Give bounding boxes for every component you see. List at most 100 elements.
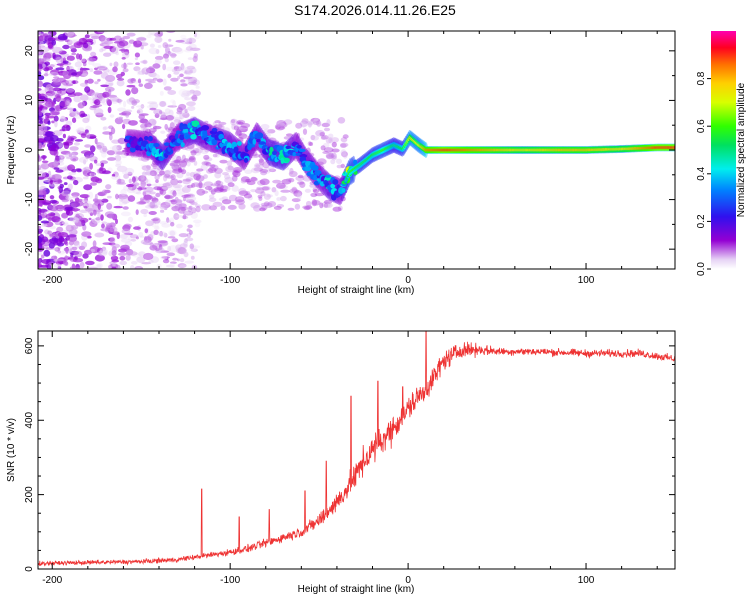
- spectrogram-ytick-label: -20: [24, 242, 35, 257]
- spectrogram-ridge-blob: [147, 135, 153, 142]
- spectrogram-haze-blob: [205, 162, 212, 167]
- spectrogram-haze-blob: [291, 198, 301, 203]
- spectrogram-noise-blob: [148, 122, 152, 128]
- spectrogram-noise-blob: [41, 200, 52, 206]
- spectrogram-haze-blob: [280, 195, 287, 202]
- spectrogram-noise-blob: [38, 138, 45, 143]
- spectrogram-noise-blob: [111, 266, 117, 269]
- spectrogram-noise-blob: [123, 231, 132, 236]
- spectrogram-noise-blob: [38, 207, 42, 215]
- spectrogram-noise-blob: [72, 240, 80, 246]
- spectrogram-haze-blob: [227, 204, 237, 210]
- spectrogram-ridge-blob: [151, 147, 157, 155]
- spectrogram-noise-blob: [44, 86, 49, 93]
- spectrogram-noise-blob: [76, 58, 86, 63]
- spectrogram-haze-blob: [169, 122, 175, 129]
- spectrogram-noise-blob: [170, 189, 177, 195]
- spectrogram-noise-blob: [137, 78, 142, 84]
- spectrogram-noise-blob: [164, 108, 171, 115]
- spectrogram-haze-blob: [336, 158, 342, 164]
- spectrogram-noise-blob: [186, 160, 191, 167]
- spectrogram-haze-blob: [321, 201, 331, 208]
- spectrogram-noise-blob: [57, 232, 69, 238]
- spectrogram-haze-blob: [250, 189, 257, 193]
- spectrogram-ridge-blob: [330, 183, 336, 189]
- spectrogram-noise-blob: [100, 162, 105, 168]
- spectrogram-noise-blob: [192, 55, 198, 63]
- spectrogram-noise-blob: [176, 202, 180, 207]
- spectrogram-haze-blob: [196, 188, 206, 196]
- spectrogram-noise-blob: [93, 209, 97, 216]
- spectrogram-noise-blob: [77, 126, 85, 132]
- spectrogram-noise-blob: [101, 198, 109, 203]
- spectrogram-noise-blob: [59, 183, 64, 189]
- spectrogram-haze-blob: [260, 191, 266, 197]
- spectrogram-noise-blob: [122, 35, 131, 40]
- spectrogram-noise-blob: [159, 90, 164, 96]
- spectrogram-noise-blob: [106, 150, 116, 156]
- spectrogram-noise-blob: [40, 254, 45, 259]
- spectrogram-haze-blob: [297, 174, 304, 179]
- spectrogram-noise-blob: [143, 213, 147, 218]
- spectrogram-haze-blob: [166, 175, 174, 179]
- spectrogram-haze-blob: [337, 117, 346, 124]
- spectrogram-ridge-blob: [153, 143, 160, 147]
- spectrogram-noise-blob: [67, 164, 76, 171]
- spectrogram-haze-blob: [260, 171, 267, 176]
- spectrogram-noise-blob: [95, 264, 102, 269]
- spectrogram-haze-blob: [325, 153, 335, 159]
- spectrogram-noise-blob: [38, 63, 44, 70]
- spectrogram-noise-blob: [84, 34, 90, 39]
- spectrogram-noise-blob: [81, 73, 89, 76]
- spectrogram-haze-blob: [341, 151, 348, 158]
- spectrogram-ridge-blob: [272, 150, 277, 156]
- spectrogram-noise-blob: [48, 261, 54, 266]
- spectrogram-haze-blob: [192, 139, 197, 145]
- spectrogram-haze-blob: [140, 181, 146, 188]
- spectrogram-noise-blob: [144, 228, 149, 234]
- spectrogram-noise-blob: [154, 160, 162, 164]
- spectrogram-haze-blob: [181, 163, 186, 169]
- spectrogram-noise-blob: [116, 73, 123, 79]
- spectrogram-noise-blob: [151, 218, 159, 222]
- spectrogram-noise-blob: [90, 51, 97, 57]
- spectrogram-noise-blob: [168, 188, 172, 196]
- snr-background: [38, 331, 675, 569]
- spectrogram-noise-blob: [38, 176, 45, 180]
- spectrogram-noise-blob: [61, 198, 69, 203]
- spectrogram-noise-blob: [75, 213, 80, 218]
- spectrogram-noise-blob: [82, 169, 92, 177]
- spectrogram-haze-blob: [340, 163, 345, 169]
- spectrogram-noise-blob: [54, 120, 58, 128]
- spectrogram-haze-blob: [328, 133, 334, 139]
- spectrogram-haze-blob: [295, 175, 305, 182]
- spectrogram-haze-blob: [238, 187, 247, 195]
- spectrogram-noise-blob: [160, 201, 171, 209]
- spectrogram-haze-blob: [321, 122, 330, 128]
- spectrogram-noise-blob: [87, 97, 92, 101]
- spectrogram-noise-blob: [180, 79, 186, 83]
- spectrogram-haze-blob: [259, 158, 265, 166]
- spectrogram-noise-blob: [48, 242, 55, 249]
- spectrogram-noise-blob: [97, 66, 108, 71]
- spectrogram-noise-blob: [38, 171, 46, 179]
- spectrogram-noise-blob: [118, 197, 124, 202]
- spectrogram-ridge-blob: [164, 142, 170, 147]
- spectrogram-haze-blob: [231, 169, 239, 176]
- spectrogram-noise-blob: [136, 105, 145, 108]
- spectrogram-noise-blob: [38, 68, 42, 72]
- spectrogram-haze-blob: [340, 137, 348, 143]
- spectrogram-haze-blob: [178, 168, 183, 173]
- spectrogram-noise-blob: [184, 41, 192, 45]
- spectrogram-haze-blob: [328, 137, 333, 144]
- spectrogram-noise-blob: [53, 247, 59, 251]
- spectrogram-noise-blob: [94, 232, 105, 238]
- spectrogram-haze-blob: [212, 201, 223, 207]
- spectrogram-noise-blob: [147, 201, 158, 208]
- spectrogram-noise-blob: [53, 76, 60, 79]
- spectrogram-haze-blob: [223, 127, 230, 133]
- spectrogram-noise-blob: [82, 62, 87, 67]
- spectrogram-haze-blob: [217, 124, 225, 131]
- spectrogram-noise-blob: [39, 120, 44, 124]
- spectrogram-noise-blob: [73, 179, 79, 186]
